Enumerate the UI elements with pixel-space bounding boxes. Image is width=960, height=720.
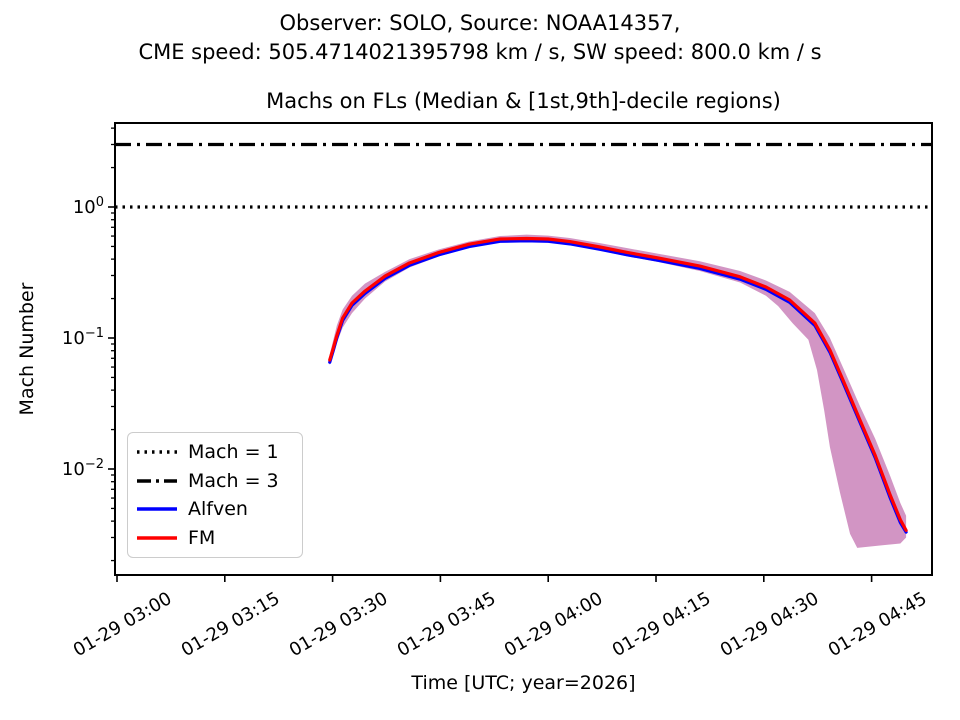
alfven-line xyxy=(328,239,908,534)
legend-item-label: Alfven xyxy=(188,498,248,521)
legend-item: Alfven xyxy=(137,495,293,523)
legend-sample-line xyxy=(137,535,177,541)
y-tick-label: 10−1 xyxy=(61,326,104,349)
legend-item: Mach = 1 xyxy=(137,438,293,466)
legend-item: Mach = 3 xyxy=(137,467,293,495)
legend-sample-line xyxy=(137,449,177,455)
fm-line xyxy=(328,236,908,532)
legend-sample-line xyxy=(137,506,177,512)
y-tick-label: 100 xyxy=(72,195,104,218)
legend-item-label: Mach = 3 xyxy=(188,469,279,492)
legend-sample-line xyxy=(137,478,177,484)
legend-item-label: FM xyxy=(188,526,216,549)
axes-frame xyxy=(114,122,933,576)
chart-title: Machs on FLs (Median & [1st,9th]-decile … xyxy=(266,89,781,113)
legend: Mach = 1 Mach = 3 Alfven FM xyxy=(127,432,303,558)
x-axis-label: Time [UTC; year=2026] xyxy=(411,672,636,694)
plot-clip-group xyxy=(115,142,932,548)
legend-item-label: Mach = 1 xyxy=(188,441,279,464)
decile-band xyxy=(329,234,907,548)
suptitle-line1: Observer: SOLO, Source: NOAA14357, xyxy=(279,11,681,35)
legend-item: FM xyxy=(137,524,293,552)
suptitle-line2: CME speed: 505.4714021395798 km / s, SW … xyxy=(138,40,822,64)
y-tick-label: 10−2 xyxy=(61,457,104,480)
